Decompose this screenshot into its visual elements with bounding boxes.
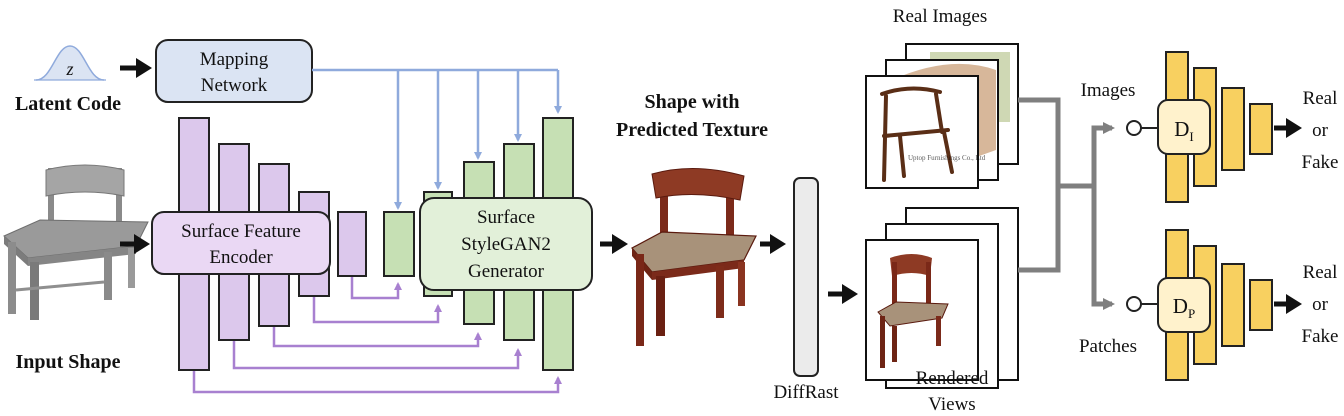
output-bottom-line3: Fake: [1302, 326, 1339, 347]
output-top-line2: or: [1312, 120, 1329, 141]
output-arrow-bottom: [1274, 294, 1302, 314]
images-label: Images: [1081, 80, 1136, 101]
latent-code-label: Latent Code: [15, 93, 121, 115]
discriminator-routing: [1018, 97, 1115, 310]
latent-code-group: z Latent Code: [15, 45, 121, 115]
generator-line3: Generator: [468, 261, 545, 282]
encoder-bar-5: [337, 211, 367, 277]
latent-symbol: z: [65, 59, 73, 79]
arrow-textured-to-diffrast: [760, 234, 786, 254]
surface-feature-encoder-block: Surface Feature Encoder: [151, 211, 331, 275]
output-bottom-line2: or: [1312, 294, 1329, 315]
input-chair-image: [3, 164, 149, 320]
gaussian-curve-icon: [35, 45, 105, 81]
output-top-line1: Real: [1303, 88, 1338, 109]
textured-chair-image: [631, 168, 757, 346]
watermark-text: Uptop Furnishings Co., Ltd: [908, 154, 986, 162]
rendered-views-line1: Rendered: [916, 368, 989, 389]
disc-image-label: DI: [1174, 117, 1194, 144]
diffrast-label: DiffRast: [773, 382, 839, 403]
mapping-network-block: Mapping Network: [155, 39, 313, 103]
textured-shape-title-line2: Predicted Texture: [616, 119, 768, 141]
generator-line2: StyleGAN2: [461, 234, 551, 255]
encoder-line2: Encoder: [209, 247, 273, 268]
mapping-network-line2: Network: [201, 75, 268, 96]
disc-patch-label: DP: [1173, 294, 1195, 321]
rendered-views-line2: Views: [928, 394, 975, 415]
style-lines: [312, 68, 562, 210]
patch-discriminator: DP: [1126, 229, 1273, 381]
output-arrow-top: [1274, 118, 1302, 138]
real-images-label: Real Images: [893, 6, 987, 27]
skip-connections: [192, 276, 562, 394]
generator-line1: Surface: [477, 207, 535, 228]
output-bottom-line1: Real: [1303, 262, 1338, 283]
arrow-latent-to-mapping: [120, 58, 152, 78]
output-top-line3: Fake: [1302, 152, 1339, 173]
rendered-views-stack: [865, 207, 1019, 389]
arrow-input-to-encoder: [120, 234, 150, 254]
generator-bar-1: [383, 211, 415, 277]
input-shape-label: Input Shape: [15, 351, 120, 373]
diffrast-block: [793, 177, 819, 377]
patch-input-node: [1126, 296, 1142, 312]
textured-shape-title-line1: Shape with: [644, 91, 739, 113]
real-chair-image: [880, 86, 954, 182]
arrow-diffrast-to-rendered: [828, 284, 858, 304]
mapping-network-line1: Mapping: [200, 49, 269, 70]
image-input-node: [1126, 120, 1142, 136]
image-discriminator: DI: [1126, 51, 1273, 203]
real-images-stack: Uptop Furnishings Co., Ltd: [865, 43, 1019, 189]
arrow-generator-to-textured: [600, 234, 628, 254]
patches-label: Patches: [1079, 336, 1137, 357]
rendered-chair-image: [877, 254, 949, 368]
encoder-line1: Surface Feature: [181, 221, 301, 242]
surface-stylegan2-generator-block: Surface StyleGAN2 Generator: [419, 197, 593, 291]
